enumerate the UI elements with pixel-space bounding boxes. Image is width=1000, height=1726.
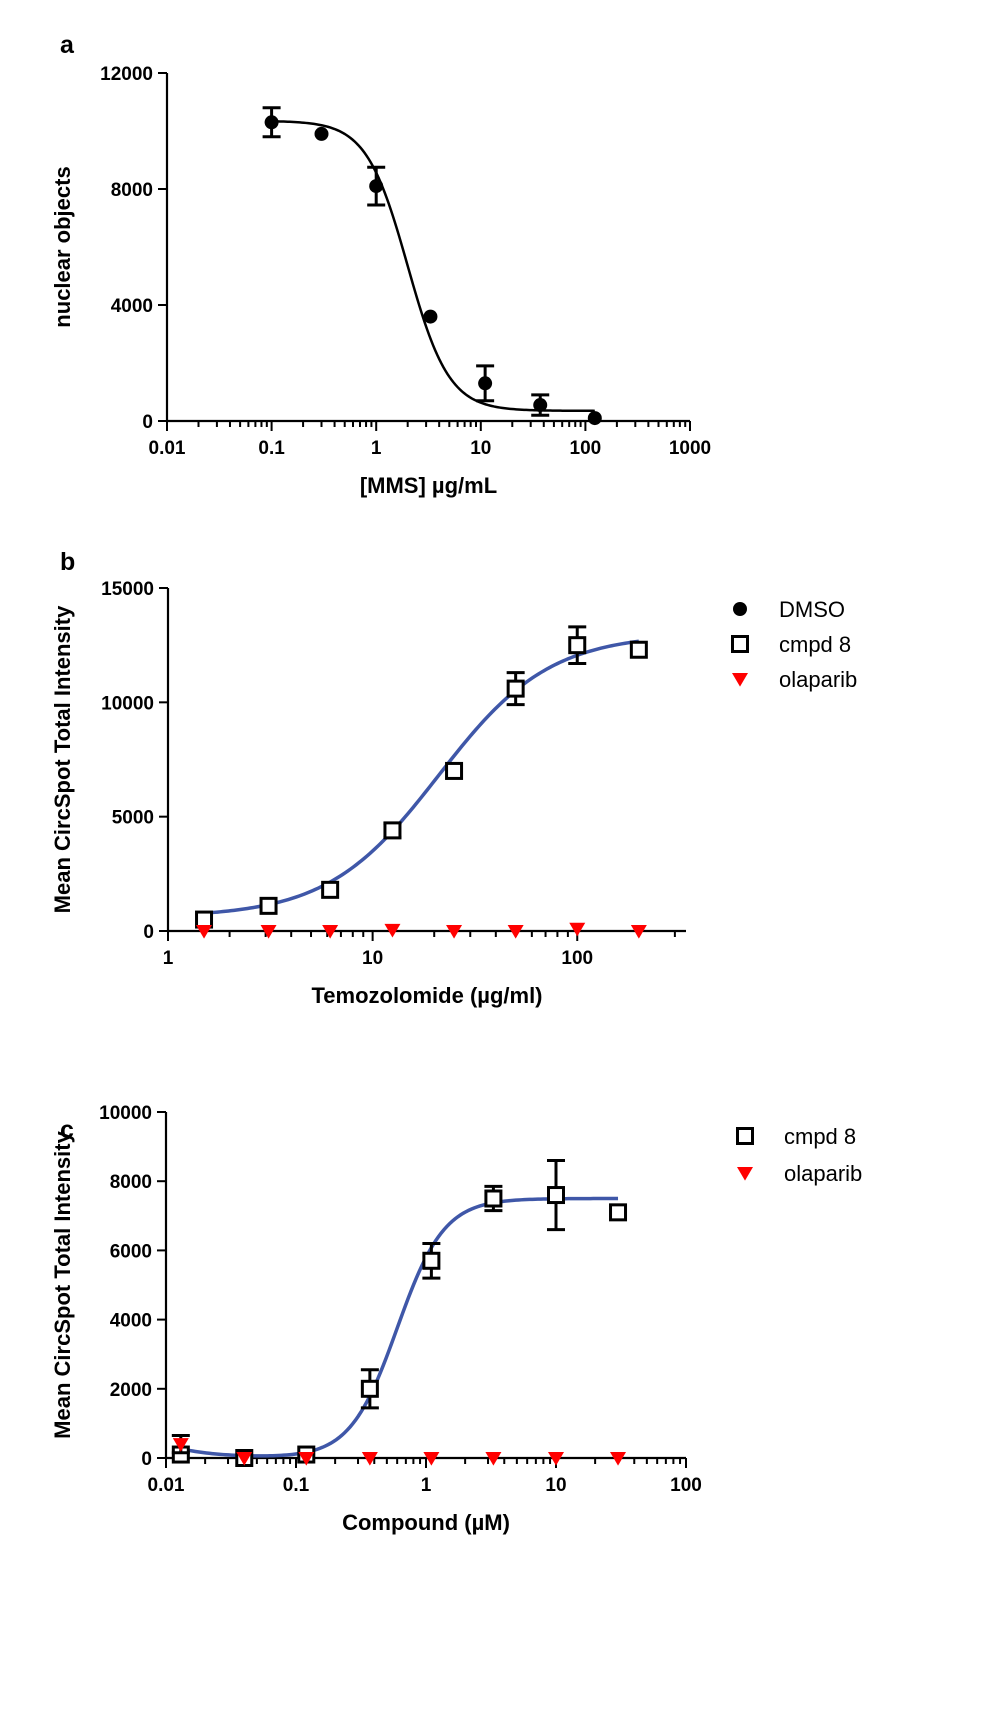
c-x-tick-label: 1 [421, 1475, 432, 1496]
c-point-olaparib [298, 1452, 315, 1466]
b-x-axis-title: Temozolomide (µg/ml) [311, 983, 542, 1008]
c-legend-marker [737, 1167, 753, 1181]
c-y-tick-label: 2000 [110, 1380, 152, 1401]
c-point-olaparib [423, 1452, 440, 1466]
a-point-series [314, 126, 329, 141]
b-point-cmpd-8 [259, 896, 278, 915]
panel-a-letter: a [60, 31, 75, 59]
c-legend-marker [736, 1127, 754, 1145]
a-y-tick-label: 0 [142, 412, 153, 433]
c-legend-label: cmpd 8 [784, 1124, 856, 1149]
c-point-olaparib [485, 1452, 502, 1466]
panel-b: b 0 5000 10000 15000 1 10 100 Temozolomide (µg/… [50, 548, 857, 1008]
a-point-series [533, 398, 548, 413]
a-y-tick-label: 4000 [111, 296, 153, 317]
c-y-tick-label: 10000 [99, 1103, 152, 1124]
c-point-cmpd-8 [547, 1186, 565, 1205]
a-fit-curve-series [271, 120, 595, 413]
b-y-axis-title: Mean CircSpot Total Intensity [50, 605, 75, 913]
c-y-tick-label: 8000 [110, 1172, 152, 1193]
a-x-tick-label: 0.01 [149, 438, 186, 459]
b-point-olaparib [446, 925, 463, 939]
b-point-cmpd-8 [506, 679, 525, 698]
c-y-axis-title: Mean CircSpot Total Intensity [50, 1130, 75, 1438]
c-y-tick-label: 0 [141, 1449, 152, 1470]
b-point-olaparib [196, 925, 213, 939]
c-x-tick-label: 10 [545, 1475, 566, 1496]
b-legend-label: cmpd 8 [779, 632, 851, 657]
b-y-tick-label: 10000 [101, 693, 154, 714]
a-point-series [587, 411, 602, 426]
b-point-olaparib [507, 925, 524, 939]
a-y-tick-label: 12000 [100, 64, 153, 85]
b-y-tick-label: 5000 [112, 808, 154, 829]
b-x-tick-label: 10 [362, 948, 383, 969]
b-legend-label: DMSO [779, 597, 845, 622]
a-point-series [264, 115, 279, 130]
b-fit-curve-cmpd-8 [203, 639, 640, 915]
b-point-cmpd-8 [568, 636, 587, 655]
c-fit-curve-cmpd-8 [175, 1196, 619, 1458]
b-point-olaparib [322, 925, 339, 939]
b-x-tick-label: 1 [163, 948, 174, 969]
a-x-tick-label: 1000 [669, 438, 711, 459]
c-point-cmpd-8 [484, 1189, 503, 1208]
b-legend-marker [731, 635, 749, 653]
b-point-cmpd-8 [383, 821, 402, 840]
c-x-tick-label: 0.1 [283, 1475, 310, 1496]
c-x-axis-title: Compound (µM) [342, 1510, 510, 1535]
c-point-cmpd-8 [422, 1251, 441, 1270]
b-y-tick-label: 0 [143, 922, 154, 943]
b-point-cmpd-8 [445, 761, 464, 780]
c-point-olaparib [236, 1452, 253, 1466]
c-point-olaparib [361, 1452, 378, 1466]
a-x-tick-label: 100 [570, 438, 602, 459]
panel-c-letter: c [60, 1116, 74, 1144]
a-x-tick-label: 10 [470, 438, 491, 459]
b-point-olaparib [569, 922, 586, 937]
b-point-cmpd-8 [195, 910, 214, 929]
b-legend: DMSO cmpd 8 olaparib [731, 597, 857, 692]
a-point-series [423, 309, 438, 324]
b-y-tick-label: 15000 [101, 579, 154, 600]
c-point-cmpd-8 [360, 1379, 379, 1398]
c-point-cmpd-8 [609, 1203, 628, 1222]
a-point-series [369, 179, 384, 194]
c-legend: cmpd 8 olaparib [736, 1124, 862, 1186]
a-y-axis-title: nuclear objects [50, 166, 75, 327]
b-legend-marker [732, 673, 748, 687]
a-x-tick-label: 0.1 [258, 438, 285, 459]
c-x-tick-label: 100 [670, 1475, 702, 1496]
c-point-olaparib [548, 1452, 564, 1466]
c-point-olaparib [610, 1452, 627, 1466]
b-point-olaparib [630, 925, 647, 939]
a-x-tick-label: 1 [371, 438, 382, 459]
b-legend-marker [733, 602, 747, 616]
c-y-tick-label: 6000 [110, 1241, 152, 1262]
a-point-series [478, 376, 493, 391]
c-point-olaparib [172, 1438, 189, 1452]
b-point-olaparib [384, 923, 401, 938]
b-legend-label: olaparib [779, 667, 857, 692]
b-x-tick-label: 100 [561, 948, 593, 969]
a-y-tick-label: 8000 [111, 180, 153, 201]
c-legend-label: olaparib [784, 1161, 862, 1186]
b-point-olaparib [260, 925, 277, 939]
panel-a: a 0 4000 8000 12000 0.01 0.1 1 10 100 1000 [MMS] µ… [50, 31, 711, 498]
b-point-cmpd-8 [321, 880, 340, 899]
panel-c: c 0 2000 4000 6000 8000 10000 0.01 0.1 1 10 100 Com… [50, 1103, 862, 1535]
c-y-tick-label: 4000 [110, 1311, 152, 1332]
a-x-axis-title: [MMS] µg/mL [360, 473, 497, 498]
c-x-tick-label: 0.01 [148, 1475, 185, 1496]
panel-b-letter: b [60, 548, 75, 576]
b-point-cmpd-8 [629, 640, 648, 659]
